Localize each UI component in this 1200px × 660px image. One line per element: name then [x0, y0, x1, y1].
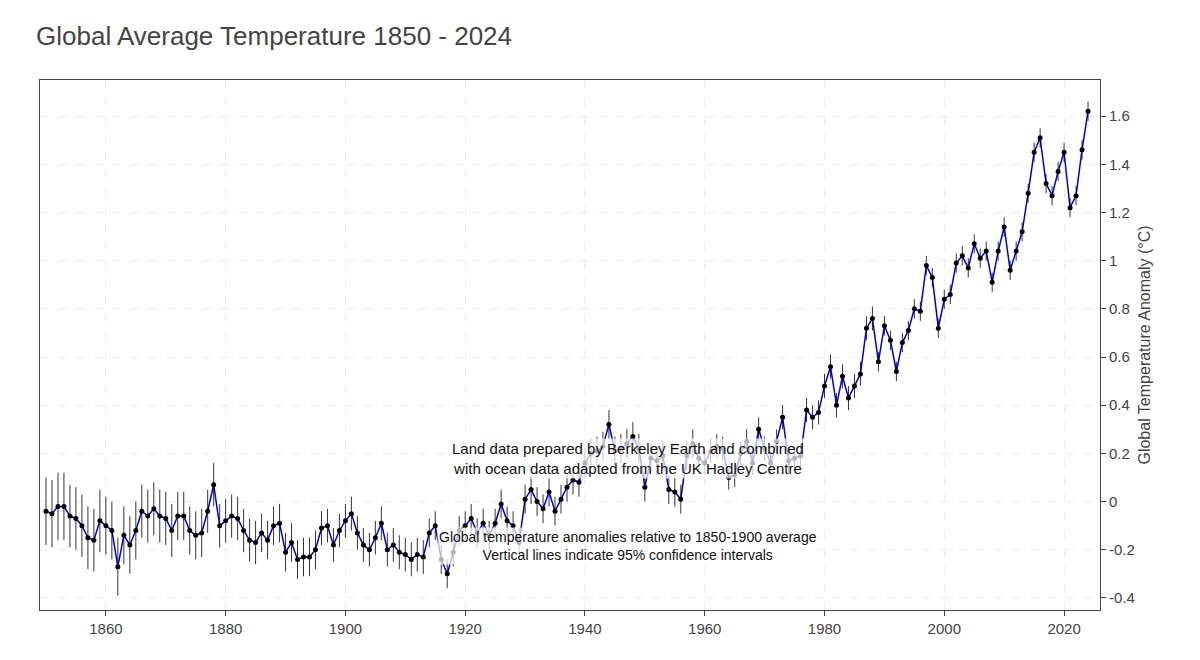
svg-text:2020: 2020 [1047, 620, 1080, 637]
svg-text:0: 0 [1109, 493, 1117, 510]
svg-text:1900: 1900 [329, 620, 362, 637]
svg-text:-0.2: -0.2 [1109, 541, 1135, 558]
svg-text:Global temperature anomalies r: Global temperature anomalies relative to… [439, 529, 817, 563]
svg-text:0.8: 0.8 [1109, 300, 1130, 317]
svg-text:1860: 1860 [89, 620, 122, 637]
svg-text:0.6: 0.6 [1109, 348, 1130, 365]
svg-text:Land data prepared by Berkeley: Land data prepared by Berkeley Earth and… [452, 440, 804, 477]
svg-text:1.4: 1.4 [1109, 156, 1130, 173]
svg-text:1940: 1940 [568, 620, 601, 637]
svg-text:1920: 1920 [449, 620, 482, 637]
svg-text:1980: 1980 [808, 620, 841, 637]
svg-text:1880: 1880 [209, 620, 242, 637]
svg-text:1: 1 [1109, 252, 1117, 269]
svg-text:1.6: 1.6 [1109, 107, 1130, 124]
svg-text:1960: 1960 [688, 620, 721, 637]
svg-text:Global Temperature Anomaly (°C: Global Temperature Anomaly (°C) [1136, 225, 1153, 464]
svg-text:-0.4: -0.4 [1109, 589, 1135, 606]
svg-text:0.4: 0.4 [1109, 396, 1130, 413]
svg-text:Global Average Temperature 185: Global Average Temperature 1850 - 2024 [36, 21, 512, 51]
svg-text:2000: 2000 [928, 620, 961, 637]
svg-text:0.2: 0.2 [1109, 445, 1130, 462]
svg-text:1.2: 1.2 [1109, 204, 1130, 221]
